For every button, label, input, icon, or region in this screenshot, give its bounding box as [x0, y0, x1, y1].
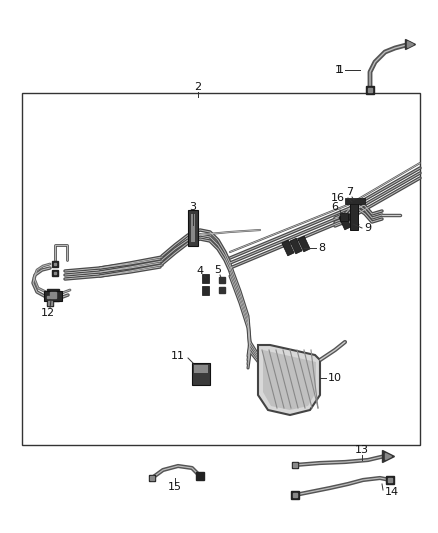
Text: 14: 14	[385, 487, 399, 497]
Bar	[298, 236, 310, 252]
Text: 16: 16	[331, 193, 345, 203]
Text: 1: 1	[335, 65, 342, 75]
Text: 6: 6	[332, 202, 339, 212]
Text: 3: 3	[190, 202, 197, 212]
Text: 5: 5	[215, 265, 222, 275]
Text: 1: 1	[336, 65, 343, 75]
Text: 13: 13	[355, 445, 369, 455]
Bar	[201, 286, 208, 295]
Text: 12: 12	[41, 308, 55, 318]
Bar	[188, 210, 198, 246]
Polygon shape	[263, 350, 316, 410]
Bar	[191, 214, 195, 242]
Bar	[339, 214, 351, 230]
Bar	[192, 363, 210, 385]
Text: 7: 7	[346, 187, 353, 197]
Text: 2: 2	[194, 82, 201, 92]
Bar	[290, 238, 302, 254]
Text: 4: 4	[196, 266, 204, 276]
Text: 15: 15	[168, 482, 182, 492]
Text: 9: 9	[364, 223, 371, 233]
Bar	[201, 273, 208, 282]
Text: 8: 8	[318, 243, 325, 253]
Bar	[282, 240, 294, 256]
Polygon shape	[258, 345, 320, 415]
Bar	[44, 291, 62, 301]
Bar	[22, 93, 420, 445]
Text: 10: 10	[328, 373, 342, 383]
Bar	[350, 200, 358, 230]
Bar	[345, 198, 365, 204]
Bar	[194, 365, 208, 373]
Text: 11: 11	[171, 351, 185, 361]
Bar	[340, 213, 348, 221]
Bar	[347, 212, 359, 228]
